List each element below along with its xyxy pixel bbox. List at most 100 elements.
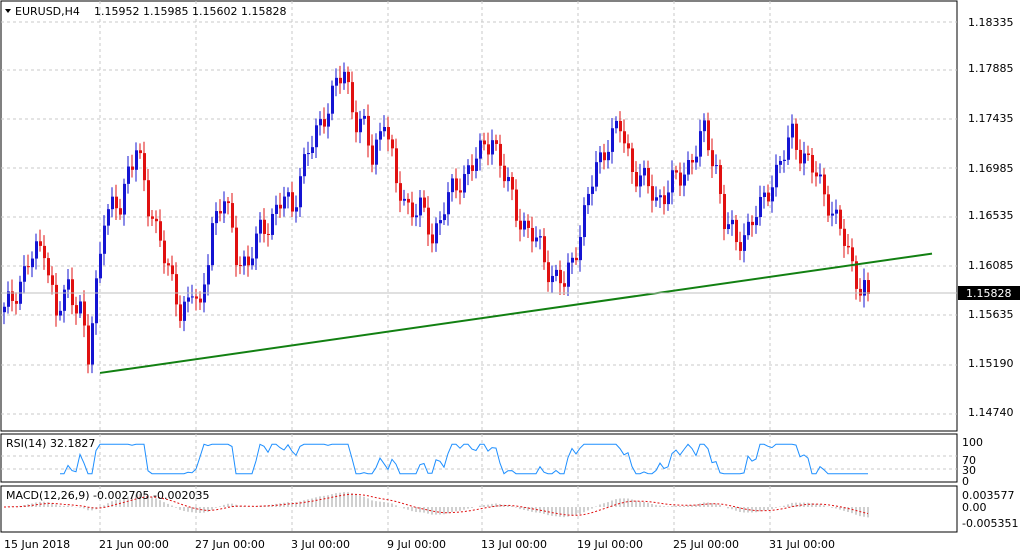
macd-panel[interactable] (0, 485, 958, 533)
candle-body (55, 284, 58, 316)
candle-body (579, 237, 582, 261)
candle-body (59, 310, 62, 316)
candle-body (435, 223, 438, 244)
candle-body (487, 144, 490, 155)
candle-body (447, 192, 450, 215)
candle-body (383, 127, 386, 132)
candle-body (243, 256, 246, 266)
rsi-axis: 100 70 30 0 (962, 436, 983, 488)
candle-body (695, 156, 698, 163)
candle-body (823, 174, 826, 195)
candle-body (379, 131, 382, 140)
candle-body (835, 209, 838, 214)
rsi-tick: 100 (962, 436, 983, 449)
candle-body (63, 289, 66, 311)
candle-body (343, 71, 346, 84)
candle-body (299, 176, 302, 208)
candle-body (179, 304, 182, 321)
candle-body (571, 257, 574, 263)
time-tick: 31 Jul 00:00 (769, 538, 835, 551)
candle-body (95, 278, 98, 324)
candle-body (279, 204, 282, 209)
candle-body (51, 275, 54, 285)
candle-body (751, 221, 754, 226)
candle-body (147, 180, 150, 217)
candle-body (171, 265, 174, 275)
candle-body (635, 172, 638, 187)
candle-body (255, 233, 258, 259)
candle-body (563, 283, 566, 287)
candle-body (603, 152, 606, 161)
candle-body (699, 131, 702, 157)
candle-body (475, 158, 478, 171)
price-axis: 1.18335 1.17885 1.17435 1.16985 1.16535 … (968, 16, 1014, 419)
candle-body (87, 325, 90, 365)
candle-body (607, 151, 610, 161)
candle-body (671, 170, 674, 193)
candle-body (863, 280, 866, 296)
candle-body (391, 139, 394, 149)
candle-body (71, 279, 74, 306)
candle-body (463, 174, 466, 193)
candle-body (439, 220, 442, 224)
candle-body (23, 266, 26, 282)
candle-body (531, 227, 534, 242)
candle-body (479, 140, 482, 159)
candle-body (315, 125, 318, 148)
candle-body (335, 77, 338, 86)
candle-body (191, 296, 194, 298)
candle-body (79, 301, 82, 314)
candle-body (167, 263, 170, 266)
candle-body (15, 300, 18, 304)
time-tick: 21 Jun 00:00 (99, 538, 169, 551)
candle-body (491, 140, 494, 155)
candle-body (667, 192, 670, 205)
candle-body (163, 240, 166, 264)
candle-body (499, 143, 502, 166)
candle-body (707, 120, 710, 151)
candle-body (3, 306, 6, 313)
candle-body (327, 113, 330, 127)
time-axis: 15 Jun 2018 21 Jun 00:00 27 Jun 00:00 3 … (4, 538, 835, 551)
candle-body (515, 189, 518, 221)
candle-body (195, 296, 198, 299)
candle-body (827, 194, 830, 216)
candle-body (847, 245, 850, 248)
rsi-panel[interactable] (0, 433, 958, 483)
candle-body (363, 115, 366, 119)
candle-body (511, 177, 514, 190)
candle-body (39, 241, 42, 246)
price-tick: 1.16985 (968, 162, 1014, 175)
candle-body (631, 148, 634, 173)
candle-body (687, 160, 690, 175)
candle-body (303, 154, 306, 177)
candle-body (519, 220, 522, 230)
candle-body (319, 119, 322, 126)
candle-body (431, 234, 434, 244)
candle-body (419, 197, 422, 216)
dropdown-arrow-icon[interactable] (5, 9, 11, 13)
candle-body (143, 153, 146, 181)
candle-body (567, 262, 570, 287)
macd-axis: 0.003577 0.00 -0.005351 (962, 489, 1018, 530)
candle-body (359, 118, 362, 133)
candle-body (183, 301, 186, 321)
candle-body (691, 160, 694, 163)
time-tick: 19 Jul 00:00 (577, 538, 643, 551)
candle-body (555, 269, 558, 276)
candle-body (859, 288, 862, 296)
candle-body (623, 131, 626, 144)
candle-body (339, 77, 342, 84)
candle-body (719, 165, 722, 194)
candle-body (743, 235, 746, 251)
candle-body (427, 207, 430, 235)
candle-body (591, 186, 594, 194)
candle-body (207, 265, 210, 285)
candle-body (683, 174, 686, 186)
candle-body (375, 139, 378, 165)
price-tick: 1.17435 (968, 112, 1014, 125)
candle-body (715, 165, 718, 167)
candle-body (355, 112, 358, 133)
trendline[interactable] (99, 252, 933, 374)
